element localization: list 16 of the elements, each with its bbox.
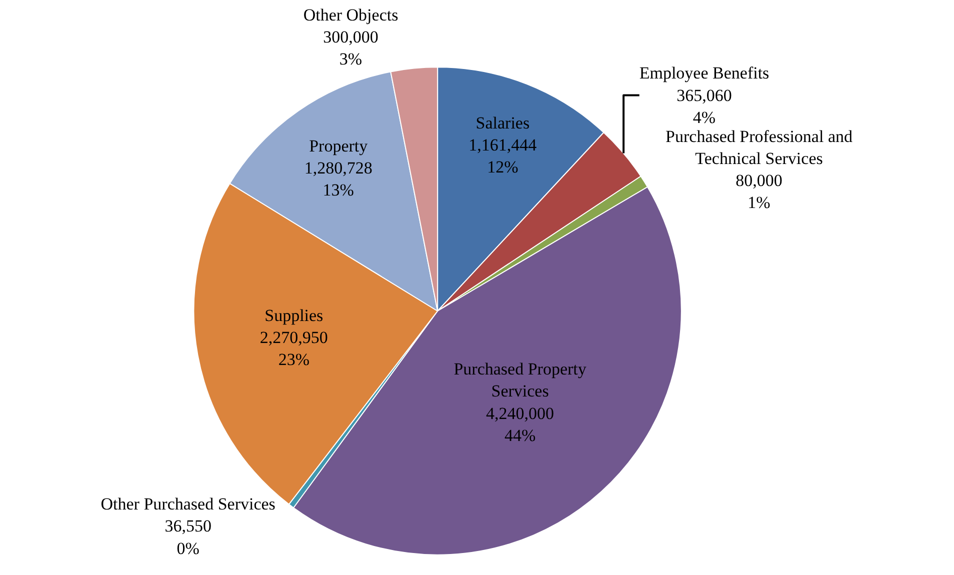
slice-label: Other Purchased Services bbox=[100, 494, 276, 514]
data-label: 1,161,444 12% bbox=[468, 135, 538, 176]
slice-label: Employee Benefits bbox=[639, 64, 770, 83]
data-label: 365,060 4% bbox=[676, 86, 732, 127]
slice-label: Other Objects bbox=[303, 5, 398, 24]
data-label: 2,270,950 23% bbox=[260, 328, 328, 370]
data-label: 1,280,728 13% bbox=[304, 158, 372, 200]
data-label: 300,000 3% bbox=[323, 27, 378, 69]
data-label: 4,240,000 44% bbox=[486, 404, 554, 445]
data-label: 36,550 0% bbox=[164, 516, 212, 558]
slice-label: Supplies bbox=[264, 306, 324, 325]
data-label: 80,000 1% bbox=[736, 171, 782, 212]
slice-label: Salaries bbox=[476, 113, 530, 132]
slice-label: Purchased Property Services bbox=[454, 360, 587, 401]
slice-label: Purchased Professional and Technical Services bbox=[666, 126, 853, 168]
slice-label: Property bbox=[309, 136, 368, 156]
